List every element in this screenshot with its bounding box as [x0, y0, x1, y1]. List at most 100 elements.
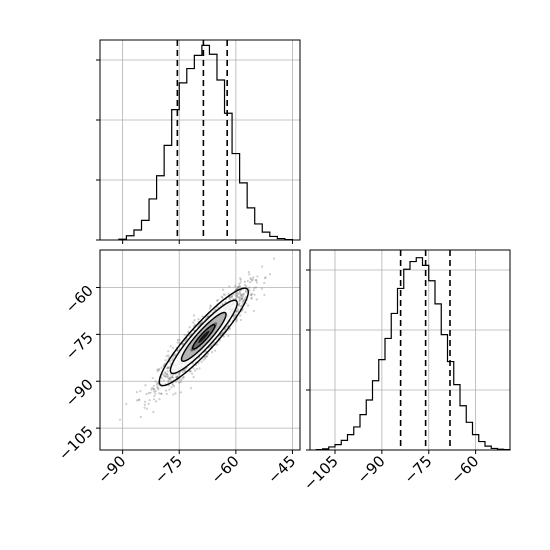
- scatter-point: [199, 322, 202, 325]
- scatter-point: [182, 375, 185, 379]
- scatter-point: [169, 373, 172, 376]
- scatter-point: [239, 295, 242, 298]
- scatter-point: [221, 302, 224, 306]
- scatter-point: [165, 392, 168, 396]
- scatter-point: [213, 349, 217, 352]
- scatter-point: [204, 357, 207, 360]
- scatter-point: [252, 309, 255, 313]
- x-tick-label: −75: [151, 452, 186, 487]
- scatter-point: [236, 291, 239, 294]
- scatter-point: [238, 302, 241, 305]
- scatter-point: [248, 289, 251, 292]
- scatter-point: [236, 285, 239, 289]
- scatter-point: [254, 286, 258, 289]
- scatter-point: [250, 296, 253, 299]
- scatter-point: [209, 305, 212, 308]
- scatter-point: [223, 293, 226, 296]
- contour-line: [158, 287, 250, 387]
- scatter-point: [228, 327, 232, 330]
- x-tick-label: −45: [264, 452, 299, 487]
- scatter-point: [264, 276, 267, 279]
- density-contours: [158, 287, 250, 387]
- scatter-point: [194, 369, 197, 372]
- scatter-point: [175, 376, 178, 379]
- scatter-point: [237, 292, 240, 295]
- scatter-point: [183, 340, 186, 343]
- scatter-point: [256, 275, 259, 278]
- scatter-point: [163, 375, 166, 378]
- scatter-point: [248, 286, 251, 289]
- scatter-point: [160, 366, 163, 369]
- scatter-point: [167, 366, 170, 369]
- scatter-frame: [99, 249, 301, 451]
- scatter-point: [244, 289, 247, 292]
- scatter-point: [172, 393, 175, 396]
- scatter-point: [235, 310, 238, 313]
- scatter-point: [166, 366, 169, 369]
- scatter-point: [143, 400, 147, 403]
- scatter-point: [263, 277, 267, 280]
- scatter-point: [157, 367, 160, 370]
- scatter-point: [210, 351, 214, 354]
- scatter-point: [238, 299, 241, 303]
- scatter-point: [251, 279, 254, 282]
- scatter-point: [176, 338, 179, 342]
- scatter-point: [206, 315, 209, 318]
- scatter-point: [228, 296, 231, 299]
- histogram-y-x-tick-labels: −105 −90 −75 −60: [300, 452, 482, 494]
- x-tick-label: −105: [300, 452, 342, 494]
- scatter-point: [204, 355, 207, 358]
- scatter-point: [155, 383, 159, 386]
- scatter-point: [171, 373, 175, 376]
- scatter-point: [216, 343, 219, 346]
- scatter-point: [249, 281, 252, 284]
- scatter-point: [235, 293, 238, 297]
- scatter-point: [170, 376, 173, 379]
- scatter-point: [160, 377, 163, 380]
- scatter-point: [174, 380, 177, 383]
- scatter-point: [232, 314, 235, 318]
- scatter-point: [137, 398, 141, 402]
- scatter-point: [187, 330, 190, 333]
- scatter-point: [238, 277, 242, 280]
- scatter-point: [228, 285, 231, 288]
- scatter-point: [167, 379, 170, 383]
- scatter-point: [171, 375, 174, 379]
- scatter-point: [185, 337, 188, 340]
- scatter-point: [189, 387, 193, 390]
- scatter-point: [169, 377, 172, 381]
- contour-line: [191, 323, 216, 350]
- scatter-point: [255, 298, 258, 301]
- histogram-y-steps: [315, 257, 511, 451]
- scatter-point: [254, 278, 257, 282]
- scatter-point: [167, 378, 171, 381]
- scatter-point: [183, 333, 186, 336]
- scatter-point: [153, 390, 156, 393]
- contour-line: [169, 299, 238, 375]
- scatter-point: [172, 355, 175, 358]
- scatter-point: [147, 402, 150, 405]
- scatter-point: [156, 386, 160, 390]
- scatter-point: [139, 415, 142, 419]
- scatter-point: [223, 328, 226, 331]
- scatter-point: [221, 288, 225, 291]
- scatter-point: [253, 286, 256, 290]
- scatter-point: [241, 294, 244, 298]
- scatter-point: [253, 293, 256, 296]
- scatter-point: [227, 334, 230, 337]
- scatter-point: [192, 376, 195, 379]
- scatter-point: [235, 295, 238, 298]
- scatter-point: [164, 389, 168, 392]
- scatter-point: [192, 314, 196, 317]
- scatter-point: [167, 366, 170, 370]
- scatter-point: [239, 314, 242, 317]
- scatter-grid: [100, 250, 300, 450]
- scatter-point: [250, 292, 254, 295]
- scatter-point: [168, 377, 172, 380]
- scatter-point: [239, 299, 242, 302]
- scatter-point: [165, 367, 169, 370]
- scatter-point: [192, 321, 195, 324]
- scatter-point: [147, 391, 150, 395]
- scatter-point: [165, 372, 168, 376]
